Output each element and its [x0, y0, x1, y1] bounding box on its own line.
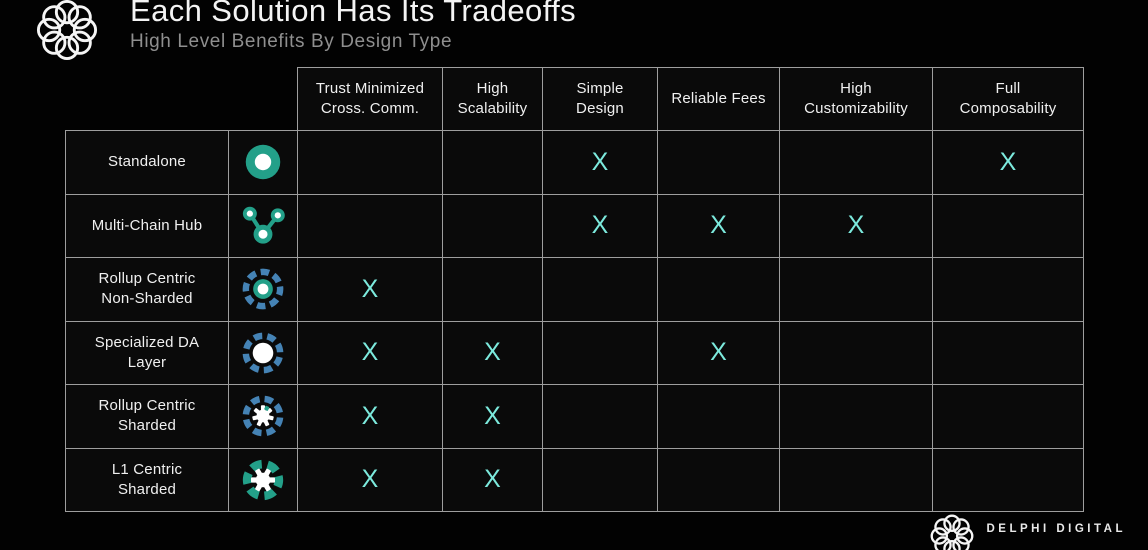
row-label-line: Rollup Centric	[98, 270, 196, 287]
matrix-cell	[779, 320, 933, 385]
matrix-cell	[932, 384, 1084, 449]
header-line: High	[840, 79, 872, 97]
brand-footer: DELPHI DIGITAL	[930, 514, 1126, 550]
matrix-cell: X	[657, 320, 780, 385]
matrix-cell	[442, 193, 543, 258]
matrix-cell: X	[657, 193, 780, 258]
rollup-centric-sharded-icon	[242, 395, 284, 437]
matrix-cell: X	[932, 130, 1084, 195]
delphi-logo-icon	[36, 0, 98, 61]
matrix-cell	[542, 320, 658, 385]
row-label-line: Non-Sharded	[101, 290, 193, 308]
column-header-high-customizability: High Customizability	[779, 67, 933, 131]
header-line: Simple	[576, 79, 624, 97]
matrix-cell	[779, 447, 933, 512]
row-icon-cell	[228, 257, 298, 322]
header-line: Cross. Comm.	[320, 100, 420, 117]
row-icon-cell	[228, 320, 298, 385]
matrix-cell	[657, 447, 780, 512]
standalone-icon	[245, 145, 281, 180]
matrix-cell	[542, 257, 658, 322]
matrix-cell	[932, 193, 1084, 258]
table-row-rollup-centric-non-sharded: Rollup Centric Non-Sharded X	[65, 257, 1084, 322]
row-label-line: Multi-Chain Hub	[91, 216, 203, 234]
row-label-line: Sharded	[117, 480, 177, 498]
row-label: Standalone	[65, 130, 229, 195]
header-line: Customizability	[804, 100, 908, 117]
matrix-cell	[779, 257, 933, 322]
row-label-line: Specialized DA	[94, 333, 200, 351]
header-line: Trust Minimized	[315, 79, 425, 97]
page-title: Each Solution Has Its Tradeoffs	[130, 0, 577, 28]
corner-blank	[66, 68, 229, 131]
matrix-cell	[932, 320, 1084, 385]
matrix-cell: X	[297, 257, 443, 322]
header-line: Composability	[959, 100, 1057, 117]
table-row-l1-centric-sharded: L1 Centric Sharded X	[65, 447, 1084, 512]
column-header-trust-minimized: Trust Minimized Cross. Comm.	[297, 67, 443, 131]
matrix-cell	[657, 257, 780, 322]
row-label: L1 Centric Sharded	[65, 447, 229, 512]
table-row-multi-chain-hub: Multi-Chain Hub X X X	[65, 193, 1084, 258]
page-subtitle: High Level Benefits By Design Type	[130, 31, 453, 52]
header-line: Design	[576, 100, 624, 117]
row-icon-cell	[228, 193, 298, 258]
row-label-line: Layer	[127, 353, 167, 371]
matrix-cell	[297, 130, 443, 195]
matrix-cell: X	[442, 447, 543, 512]
column-header-high-scalability: High Scalability	[442, 67, 543, 131]
row-label-line: Sharded	[117, 417, 177, 435]
header-line: Reliable Fees	[671, 89, 766, 107]
row-icon-cell	[228, 384, 298, 449]
matrix-cell	[932, 257, 1084, 322]
header-line: Full	[995, 79, 1021, 97]
matrix-cell: X	[442, 320, 543, 385]
table-row-rollup-centric-sharded: Rollup Centric Sharded	[65, 384, 1084, 449]
header-row: Trust Minimized Cross. Comm. High Scalab…	[66, 67, 1084, 131]
matrix-cell	[932, 447, 1084, 512]
row-label-line: L1 Centric	[111, 460, 183, 478]
row-label: Rollup Centric Sharded	[65, 384, 229, 449]
row-label: Multi-Chain Hub	[65, 193, 229, 258]
delphi-logo-icon	[931, 514, 974, 550]
matrix-cell: X	[542, 130, 658, 195]
matrix-cell	[779, 130, 933, 195]
header-line: High	[476, 79, 509, 97]
table-row-specialized-da-layer: Specialized DA Layer X X X	[65, 320, 1084, 385]
row-label: Specialized DA Layer	[65, 320, 229, 385]
column-header-reliable-fees: Reliable Fees	[657, 67, 780, 131]
brand-name: DELPHI DIGITAL	[986, 523, 1126, 535]
column-header-simple-design: Simple Design	[542, 67, 658, 131]
matrix-cell: X	[442, 384, 543, 449]
corner-blank	[229, 68, 298, 131]
matrix-cell: X	[297, 384, 443, 449]
column-header-full-composability: Full Composability	[932, 67, 1084, 131]
rollup-centric-non-sharded-icon	[242, 268, 284, 310]
matrix-cell: X	[779, 193, 933, 258]
matrix-cell	[779, 384, 933, 449]
row-label-line: Standalone	[108, 153, 186, 171]
table-row-standalone: Standalone X X	[65, 130, 1084, 195]
multi-chain-hub-icon	[242, 206, 285, 244]
row-label: Rollup Centric Non-Sharded	[65, 257, 229, 322]
row-icon-cell	[228, 447, 298, 512]
tradeoffs-matrix-table: Trust Minimized Cross. Comm. High Scalab…	[65, 67, 1084, 512]
matrix-cell	[442, 130, 543, 195]
l1-centric-sharded-icon	[242, 459, 284, 500]
matrix-cell	[442, 257, 543, 322]
matrix-cell	[297, 193, 443, 258]
row-icon-cell	[228, 130, 298, 195]
matrix-cell: X	[542, 193, 658, 258]
row-label-line: Rollup Centric	[98, 397, 196, 414]
specialized-da-layer-icon	[242, 332, 284, 374]
matrix-cell	[542, 447, 658, 512]
header-line: Scalability	[457, 100, 528, 117]
matrix-cell: X	[297, 320, 443, 385]
matrix-cell	[542, 384, 658, 449]
matrix-cell	[657, 384, 780, 449]
matrix-cell	[657, 130, 780, 195]
matrix-cell: X	[297, 447, 443, 512]
